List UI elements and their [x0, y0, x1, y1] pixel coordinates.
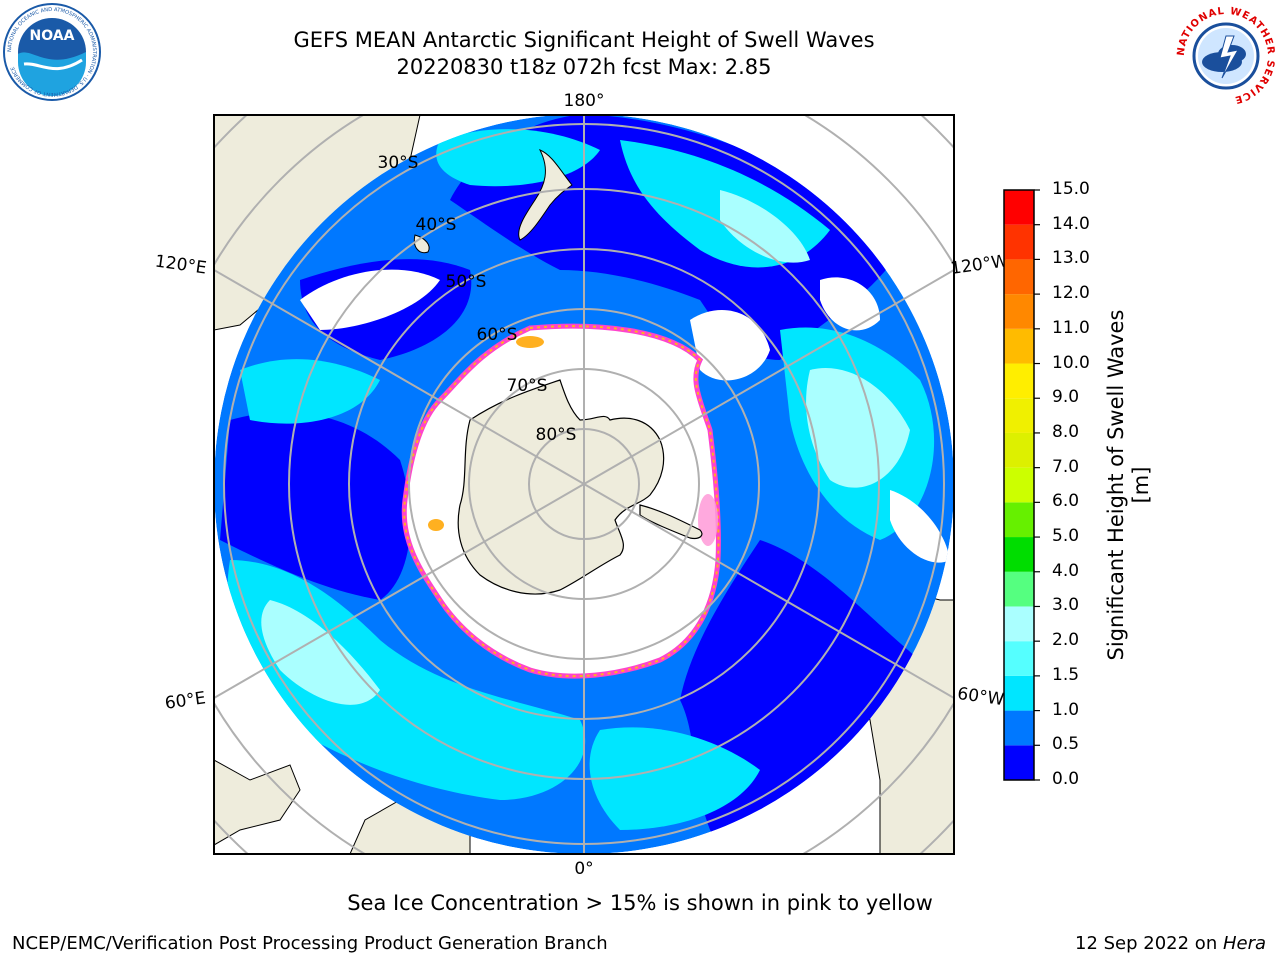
colorbar-tick-label: 9.0 — [1052, 387, 1080, 408]
colorbar-bin-2 — [1004, 675, 1034, 711]
colorbar-bin-13 — [1004, 294, 1034, 329]
colorbar-tick-label: 7.0 — [1052, 456, 1080, 477]
colorbar-tick-label: 0.0 — [1052, 769, 1080, 789]
masked-region — [300, 269, 440, 330]
colorbar-bin-8 — [1004, 467, 1034, 503]
swell-moderate-region — [227, 560, 586, 800]
lat-label-40s: 40°S — [416, 215, 457, 235]
map-subtitle: 20220830 t18z 072h fcst Max: 2.85 — [396, 55, 772, 79]
colorbar-bin-7 — [1004, 502, 1034, 538]
colorbar-bin-5 — [1004, 571, 1034, 607]
lat-label-30s: 30°S — [378, 153, 419, 173]
lat-label-60s: 60°S — [477, 325, 518, 345]
antarctic-peninsula — [639, 504, 703, 540]
graticule — [214, 115, 954, 854]
antarctica-land — [457, 379, 665, 595]
colorbar-bin-1 — [1004, 710, 1034, 746]
colorbar-bin-14 — [1004, 259, 1034, 295]
colorbar-tick-label: 10.0 — [1052, 352, 1090, 373]
sea-ice-patch — [516, 336, 544, 348]
colorbar — [1003, 189, 1040, 781]
colorbar-bin-15 — [1004, 224, 1034, 260]
sea-ice-patch — [428, 519, 444, 531]
colorbar-bin-10 — [1004, 398, 1034, 433]
host-name: Hera — [1222, 933, 1266, 954]
colorbar-tick-label: 13.0 — [1052, 248, 1090, 269]
sea-ice-edge-yellow — [403, 325, 720, 678]
colorbar-tick-label: 4.0 — [1052, 560, 1080, 581]
masked-region — [890, 490, 950, 563]
colorbar-tick-label: 1.5 — [1052, 664, 1080, 685]
colorbar-bin-9 — [1004, 432, 1034, 468]
colorbar-tick-label: 8.0 — [1052, 421, 1080, 442]
colorbar-frame — [1003, 189, 1035, 781]
masked-region — [820, 277, 880, 331]
colorbar-tick-label: 2.0 — [1052, 630, 1080, 651]
producer-credit: NCEP/EMC/Verification Post Processing Pr… — [12, 933, 608, 954]
svg-text:NOAA: NOAA — [30, 28, 75, 44]
colorbar-bin-6 — [1004, 537, 1034, 572]
lat-label-80s: 80°S — [536, 425, 577, 445]
swell-high-region — [720, 190, 810, 263]
lon-label-120e: 120°E — [154, 252, 208, 279]
lon-label-0: 0° — [574, 859, 593, 879]
colorbar-bin-16 — [1004, 190, 1034, 225]
lon-label-60w: 60°W — [956, 684, 1005, 710]
map-frame — [213, 114, 955, 855]
nws-logo: NATIONAL WEATHER SERVICE — [1176, 6, 1275, 105]
lon-label-180: 180° — [564, 91, 605, 111]
swell-high-region — [261, 600, 380, 705]
new-zealand-land — [518, 149, 573, 241]
sea-ice-note: Sea Ice Concentration > 15% is shown in … — [347, 891, 933, 915]
colorbar-tick-label: 0.5 — [1052, 734, 1080, 755]
sea-ice-patch — [698, 494, 718, 546]
colorbar-tick-label: 14.0 — [1052, 213, 1090, 234]
swell-high-region — [806, 368, 910, 488]
map-title: GEFS MEAN Antarctic Significant Height o… — [293, 28, 875, 52]
colorbar-tick-label: 12.0 — [1052, 283, 1090, 304]
colorbar-bin-11 — [1004, 363, 1034, 399]
colorbar-bin-12 — [1004, 328, 1034, 364]
colorbar-title: Significant Height of Swell Waves [m] — [1104, 309, 1153, 661]
colorbar-tick-label: 3.0 — [1052, 595, 1080, 616]
colorbar-bin-3 — [1004, 641, 1034, 676]
lon-label-120w: 120°W — [949, 251, 1009, 279]
swell-moderate-region — [589, 727, 760, 830]
noaa-logo: NOAA NATIONAL OCEANIC AND ATMOSPHERIC AD… — [3, 3, 101, 101]
lon-label-60e: 60°E — [164, 688, 207, 713]
date-stamp: 12 Sep 2022 on Hera — [1075, 933, 1266, 954]
colorbar-tick-label: 5.0 — [1052, 526, 1080, 547]
lat-label-50s: 50°S — [446, 272, 487, 292]
colorbar-tick-label: 1.0 — [1052, 699, 1080, 720]
date-text: 12 Sep 2022 on — [1075, 933, 1223, 954]
colorbar-bin-4 — [1004, 606, 1034, 642]
colorbar-tick-label: 15.0 — [1052, 179, 1090, 199]
swell-low-region — [220, 412, 411, 600]
colorbar-tick-label: 11.0 — [1052, 317, 1090, 338]
colorbar-bin-0 — [1004, 745, 1034, 780]
swell-moderate-region — [240, 359, 380, 424]
colorbar-tick-label: 6.0 — [1052, 491, 1080, 512]
lat-label-70s: 70°S — [507, 376, 548, 396]
